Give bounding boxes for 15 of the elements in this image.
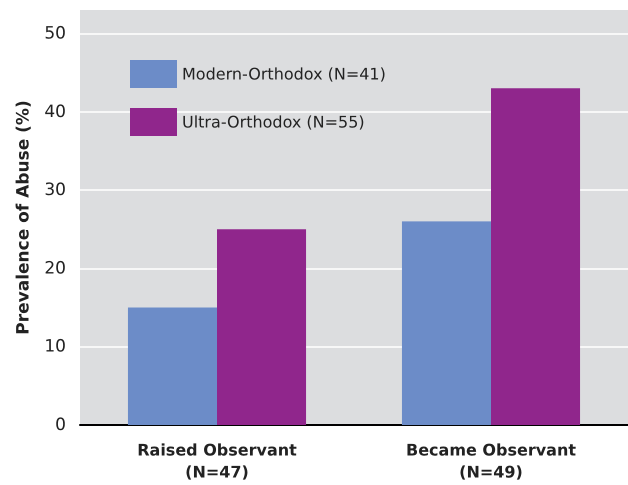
- y-tick-label: 10: [44, 336, 66, 357]
- y-tick-label: 30: [44, 180, 66, 200]
- y-tick-label: 0: [55, 415, 66, 435]
- y-axis-title: Prevalence of Abuse (%): [14, 100, 34, 335]
- y-tick-label: 50: [44, 23, 66, 44]
- x-tick-label: Became Observant (N=49): [406, 440, 576, 482]
- x-tick-label: Raised Observant (N=47): [137, 440, 298, 482]
- bar: [128, 308, 217, 425]
- y-tick-label: 40: [44, 102, 66, 122]
- y-tick-label: 20: [44, 258, 66, 278]
- legend-label: Modern-Orthodox (N=41): [182, 64, 386, 84]
- bar: [402, 221, 491, 425]
- bar: [217, 229, 306, 425]
- legend-label: Ultra-Orthodox (N=55): [182, 112, 365, 132]
- bar: [491, 88, 580, 425]
